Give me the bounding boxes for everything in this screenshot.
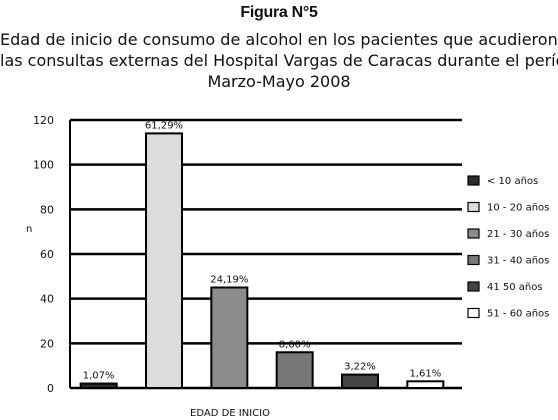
data-labels: 1,07% 61,29% 24,19% 8,60% 3,22% 1,61% [83, 120, 441, 381]
chart-title-line-1: Edad de inicio de consumo de alcohol en … [0, 30, 558, 49]
data-label: 1,07% [83, 371, 115, 382]
gridlines [69, 118, 462, 390]
y-tick-label: 60 [40, 248, 54, 261]
legend-swatch [467, 254, 480, 266]
legend-entry: 10 - 20 años [487, 203, 549, 214]
legend-entry: < 10 años [487, 176, 538, 187]
figure-label: Figura N°5 [240, 4, 318, 21]
bar [210, 286, 249, 389]
chart-title-line-2: las consultas externas del Hospital Varg… [0, 51, 558, 70]
legend: < 10 años 10 - 20 años 21 - 30 años 31 - 40… [467, 175, 549, 320]
y-axis-label: n [26, 224, 32, 235]
legend-entry: 51 - 60 años [487, 309, 549, 320]
y-tick-label: 80 [40, 203, 54, 216]
data-label: 24,19% [210, 275, 248, 286]
legend-swatch [467, 228, 480, 239]
bar [79, 382, 118, 389]
y-tick-label: 40 [40, 293, 54, 306]
legend-swatch [467, 281, 480, 292]
chart-title-line-3: Marzo-Mayo 2008 [207, 72, 351, 91]
legend-swatch [467, 307, 480, 319]
bar [145, 132, 183, 389]
y-axis-ticks: 0 20 40 60 80 100 120 [33, 114, 54, 395]
y-tick-label: 120 [33, 114, 54, 127]
bar [406, 380, 445, 389]
legend-entry: 21 - 30 años [487, 229, 549, 240]
y-tick-label: 0 [47, 382, 54, 395]
legend-entry: 31 - 40 años [487, 256, 549, 267]
y-tick-label: 100 [33, 159, 54, 172]
y-tick-label: 20 [40, 337, 54, 350]
data-label: 8,60% [279, 339, 311, 350]
x-axis-label: EDAD DE INICIO [190, 408, 270, 419]
legend-swatch [467, 175, 480, 186]
bars [79, 132, 445, 390]
data-label: 3,22% [344, 362, 376, 373]
data-label: 1,61% [409, 368, 441, 379]
legend-entry: 41 50 años [487, 282, 543, 293]
bar [341, 373, 379, 390]
data-label: 61,29% [145, 120, 183, 131]
bar [275, 351, 314, 389]
legend-swatch [467, 201, 480, 213]
